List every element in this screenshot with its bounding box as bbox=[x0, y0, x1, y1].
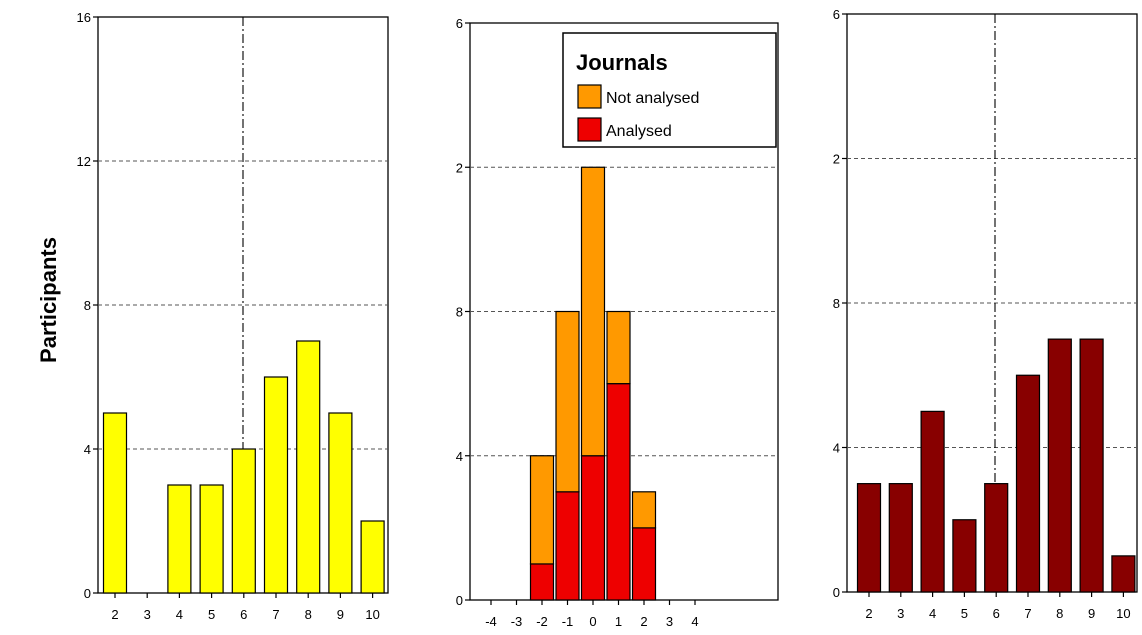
y-tick-label: 6 bbox=[456, 16, 463, 31]
y-tick-label: 4 bbox=[84, 442, 91, 457]
y-tick-label: 12 bbox=[77, 154, 91, 169]
x-tick-label: 2 bbox=[111, 607, 118, 622]
bar-analysed bbox=[606, 383, 631, 601]
x-tick-label: 1 bbox=[615, 614, 622, 629]
legend-label-not-analysed: Not analysed bbox=[606, 90, 699, 107]
bar bbox=[296, 340, 321, 594]
x-tick-label: 6 bbox=[240, 607, 247, 622]
x-tick-label: 9 bbox=[337, 607, 344, 622]
bar-analysed bbox=[580, 455, 606, 601]
x-tick-label: 10 bbox=[1116, 606, 1130, 621]
legend-swatch-analysed bbox=[577, 117, 602, 142]
y-tick-label: 4 bbox=[456, 449, 463, 464]
legend-swatch-not-analysed bbox=[577, 84, 602, 109]
y-tick-label: 2 bbox=[833, 152, 840, 167]
y-tick-label: 6 bbox=[833, 7, 840, 22]
panel-1: 0 4 8 12 16 2 3 4 5 6 7 8 9 10 bbox=[77, 10, 389, 622]
y-tick-label: 8 bbox=[833, 296, 840, 311]
x-tick-label: 6 bbox=[993, 606, 1000, 621]
x-tick-label: 4 bbox=[691, 614, 698, 629]
panel-2: 0 4 8 2 6 -4 -3 -2 -1 0 1 2 3 4 bbox=[456, 16, 779, 629]
bar bbox=[984, 483, 1009, 593]
y-tick-label: 0 bbox=[456, 593, 463, 608]
x-tick-label: -3 bbox=[511, 614, 523, 629]
legend-label-analysed: Analysed bbox=[606, 123, 672, 140]
bar bbox=[360, 520, 385, 594]
y-tick-label: 0 bbox=[84, 586, 91, 601]
x-tick-label: 4 bbox=[176, 607, 183, 622]
panel-3: 0 4 8 2 6 2 3 4 5 6 7 8 9 10 bbox=[833, 7, 1138, 621]
y-tick-label: 0 bbox=[833, 585, 840, 600]
bar-not-analysed bbox=[580, 166, 606, 457]
bar bbox=[1111, 555, 1136, 593]
bar bbox=[952, 519, 977, 593]
legend: Journals Not analysed Analysed bbox=[562, 32, 777, 148]
bar bbox=[328, 412, 353, 594]
x-tick-label: 7 bbox=[272, 607, 279, 622]
bar bbox=[1047, 338, 1072, 593]
bar-not-analysed bbox=[606, 310, 631, 385]
x-tick-label: -2 bbox=[536, 614, 548, 629]
bar-analysed bbox=[631, 527, 657, 601]
x-tick-label: 2 bbox=[865, 606, 872, 621]
bar bbox=[920, 410, 945, 593]
x-tick-label: 8 bbox=[305, 607, 312, 622]
bar bbox=[1015, 374, 1041, 593]
y-tick-label: 8 bbox=[84, 298, 91, 313]
x-tick-label: 5 bbox=[208, 607, 215, 622]
x-tick-label: 3 bbox=[666, 614, 673, 629]
x-tick-label: 7 bbox=[1024, 606, 1031, 621]
bar bbox=[102, 412, 128, 594]
x-tick-label: 8 bbox=[1056, 606, 1063, 621]
x-tick-label: 3 bbox=[897, 606, 904, 621]
bar bbox=[856, 483, 882, 593]
bar bbox=[263, 376, 289, 594]
y-axis-label: Participants bbox=[36, 237, 61, 363]
y-tick-label: 8 bbox=[456, 305, 463, 320]
bar-analysed bbox=[529, 563, 555, 601]
bar-analysed bbox=[555, 491, 580, 601]
x-tick-label: 0 bbox=[589, 614, 596, 629]
bar bbox=[167, 484, 192, 594]
y-tick-label: 4 bbox=[833, 441, 840, 456]
bar bbox=[888, 483, 913, 593]
bar-not-analysed bbox=[555, 310, 580, 493]
bar-not-analysed bbox=[631, 491, 657, 529]
y-tick-label: 16 bbox=[77, 10, 91, 25]
x-tick-label: 3 bbox=[144, 607, 151, 622]
x-tick-label: 2 bbox=[640, 614, 647, 629]
x-tick-label: -4 bbox=[485, 614, 497, 629]
x-tick-label: -1 bbox=[562, 614, 574, 629]
bar-not-analysed bbox=[529, 455, 555, 565]
x-tick-label: 10 bbox=[365, 607, 379, 622]
x-tick-label: 5 bbox=[961, 606, 968, 621]
bar bbox=[1079, 338, 1104, 593]
bar bbox=[199, 484, 224, 594]
bar bbox=[231, 448, 256, 594]
x-tick-label: 4 bbox=[929, 606, 936, 621]
y-tick-label: 2 bbox=[456, 160, 463, 175]
legend-title: Journals bbox=[576, 50, 668, 75]
x-tick-label: 9 bbox=[1088, 606, 1095, 621]
